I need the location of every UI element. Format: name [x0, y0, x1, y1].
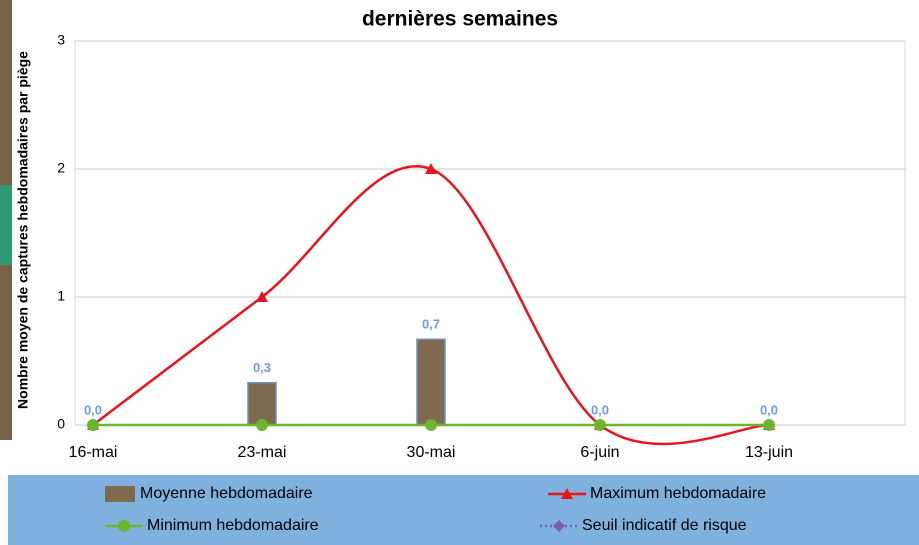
x-tick-label: 13-juin	[745, 444, 793, 461]
plot-border	[75, 41, 905, 425]
marker	[87, 419, 99, 431]
y-tick-label: 3	[57, 32, 65, 48]
data-label: 0,0	[591, 402, 609, 417]
legend-label: Seuil indicatif de risque	[582, 517, 747, 534]
legend-marker	[118, 520, 130, 532]
bar	[417, 339, 445, 425]
x-tick-label: 30-mai	[407, 444, 456, 461]
marker	[425, 419, 437, 431]
data-label: 0,7	[422, 317, 440, 332]
marker	[763, 419, 775, 431]
chart-title: dernières semaines	[362, 8, 558, 31]
chart: dernières semaines Nombre moyen de captu…	[0, 0, 919, 545]
x-tick-label: 16-mai	[69, 444, 118, 461]
legend-swatch	[105, 486, 135, 502]
data-label: 0,3	[253, 360, 271, 375]
x-tick-label: 23-mai	[238, 444, 287, 461]
bar	[248, 383, 276, 425]
y-tick-label: 1	[57, 288, 65, 304]
legend-label: Maximum hebdomadaire	[590, 485, 766, 502]
legend-label: Minimum hebdomadaire	[147, 517, 319, 534]
y-tick-label: 0	[57, 416, 65, 432]
y-axis-label: Nombre moyen de captures hebdomadaires p…	[15, 51, 31, 409]
data-label: 0,0	[84, 402, 102, 417]
data-label: 0,0	[760, 402, 778, 417]
x-tick-label: 6-juin	[580, 444, 619, 461]
marker	[256, 419, 268, 431]
photo-strip	[0, 185, 12, 265]
legend-label: Moyenne hebdomadaire	[140, 485, 313, 502]
marker	[594, 419, 606, 431]
y-tick-label: 2	[57, 160, 65, 176]
